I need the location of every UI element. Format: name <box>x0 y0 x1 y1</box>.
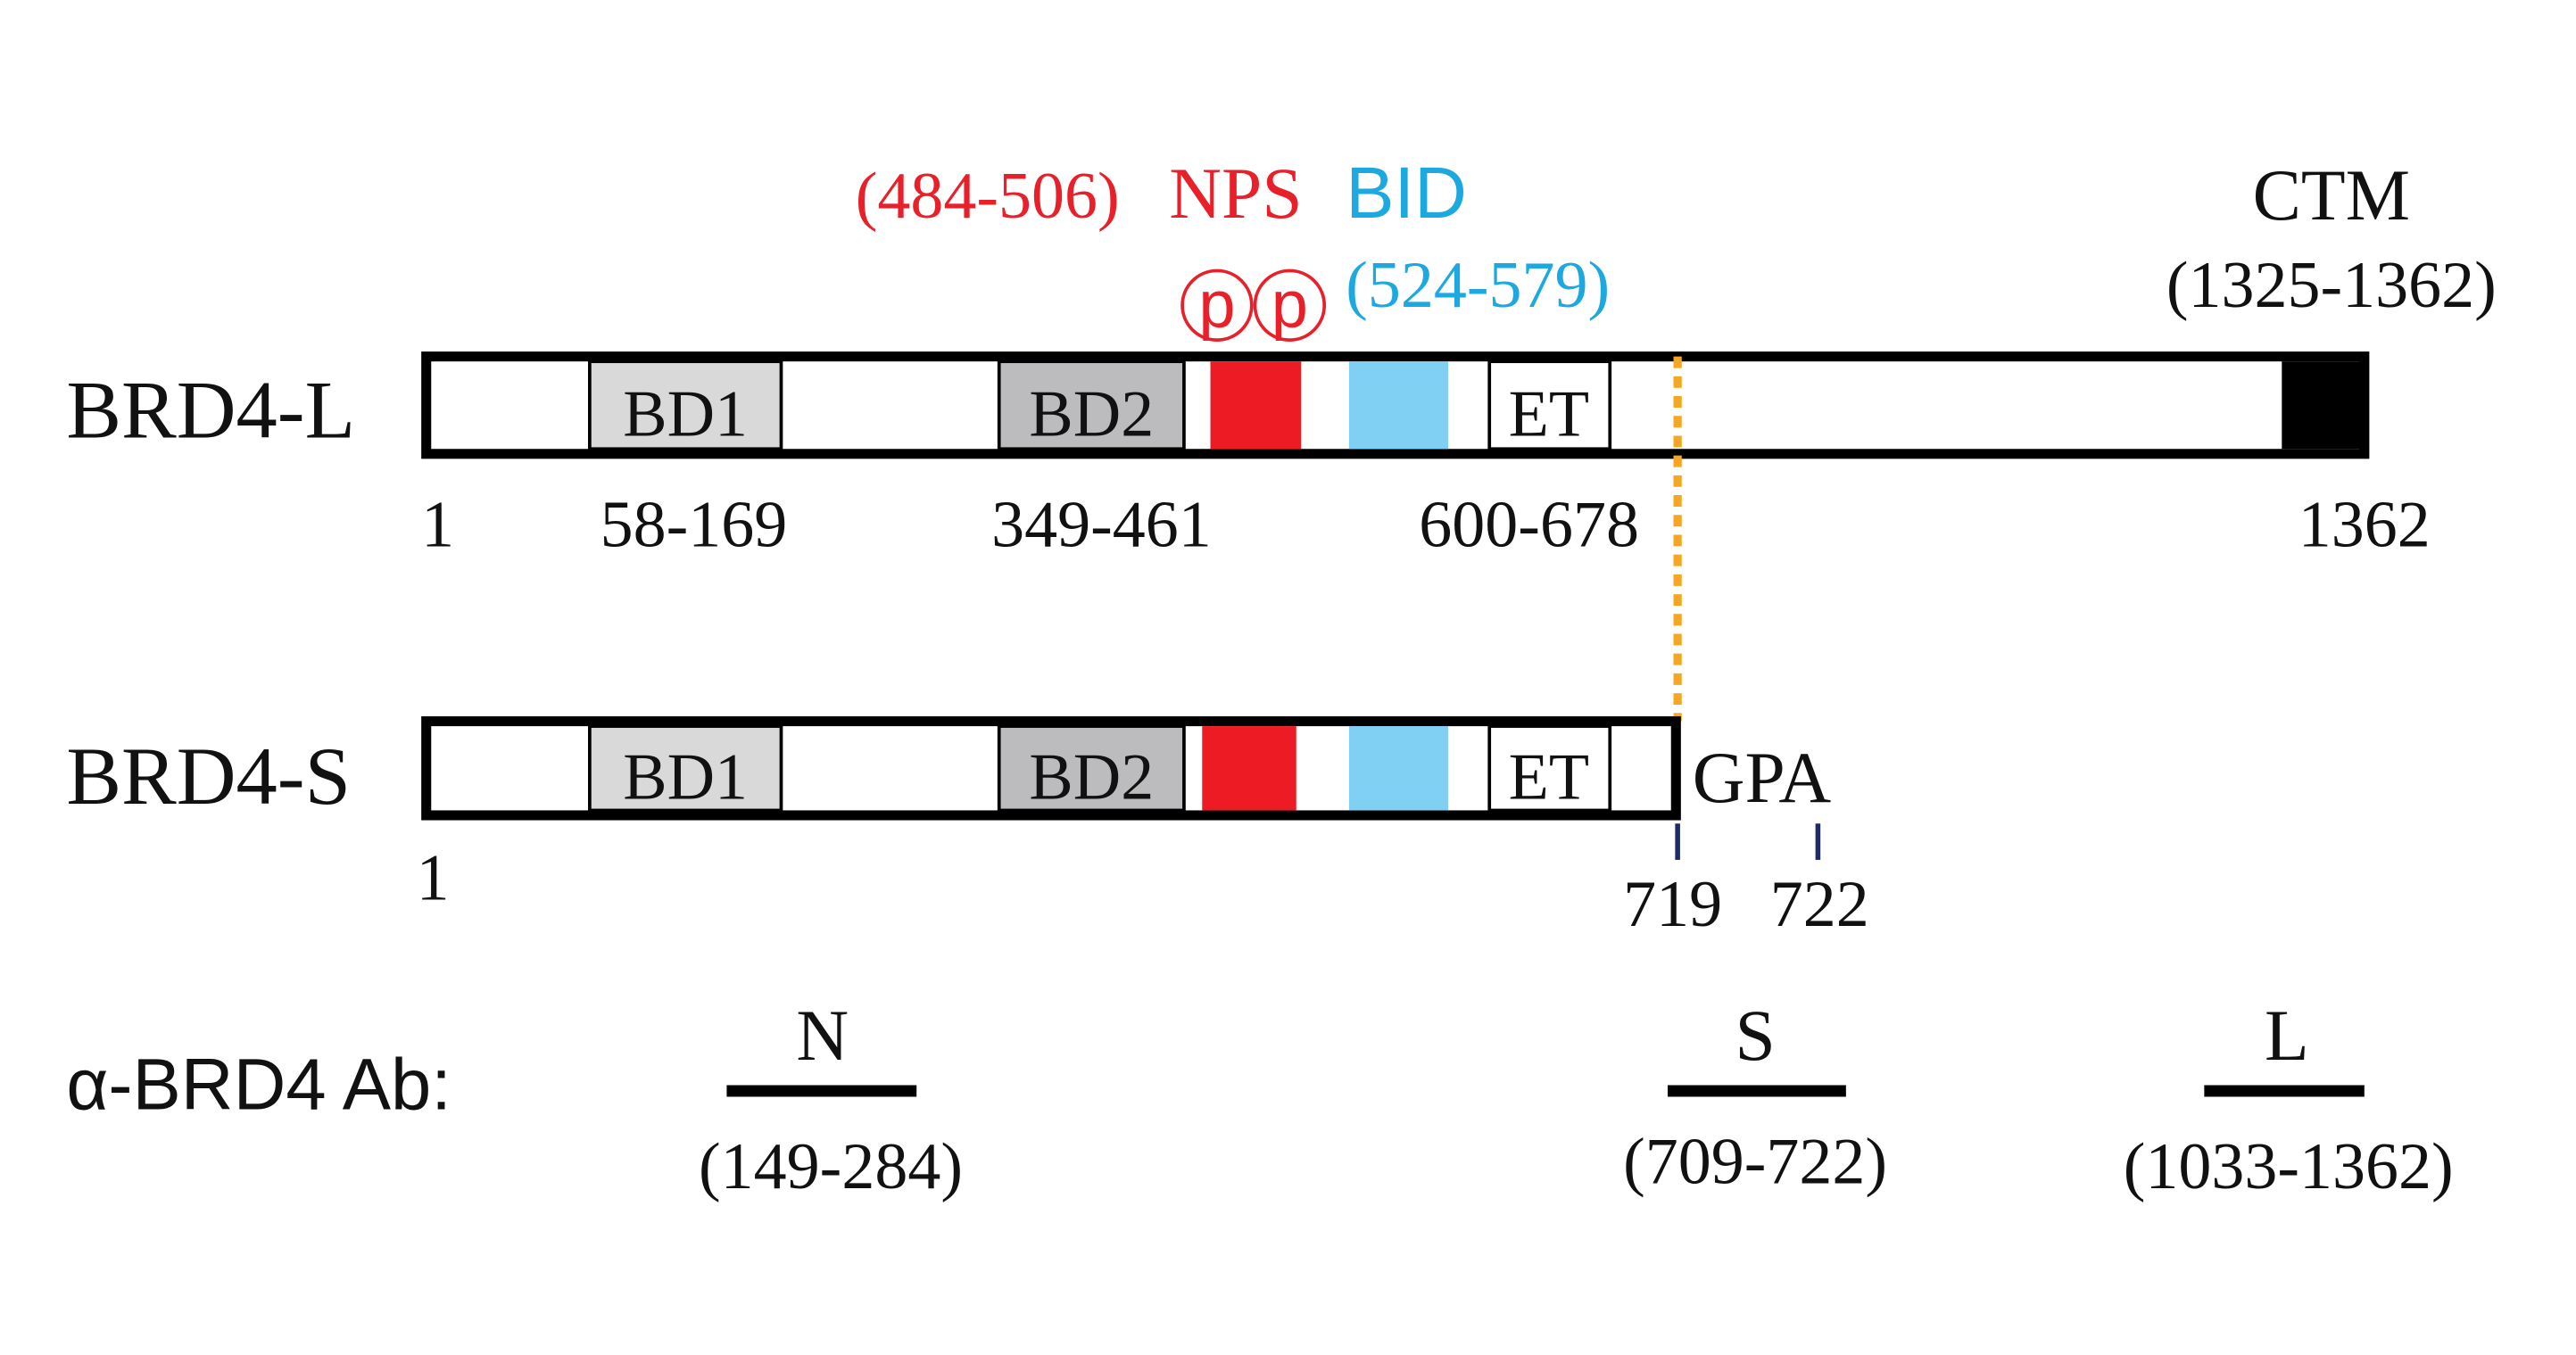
nps-label: NPS <box>1169 153 1302 234</box>
nps-region <box>1202 726 1296 811</box>
domain-label: BD2 <box>1029 740 1154 814</box>
position-label: 1 <box>421 488 454 561</box>
phospho-label: p <box>1271 267 1308 341</box>
antibody-name: S <box>1735 995 1775 1076</box>
ctm-label: CTM <box>2253 154 2410 235</box>
tail-label: GPA <box>1693 737 1832 818</box>
domain-box <box>1487 359 1612 451</box>
nps-region <box>1210 361 1302 450</box>
position-label: 58-169 <box>601 488 788 561</box>
phospho-circle <box>1253 269 1327 342</box>
domain-label: BD2 <box>1029 377 1154 450</box>
bid-region <box>1348 726 1448 811</box>
domain-label: BD1 <box>623 377 748 450</box>
bid-range: (524-579) <box>1346 249 1610 322</box>
ctm-range: (1325-1362) <box>2166 249 2497 322</box>
bid-region <box>1348 361 1448 450</box>
antibody-label: α-BRD4 Ab: <box>66 1044 451 1125</box>
antibody-range: (709-722) <box>1623 1126 1887 1199</box>
domain-box <box>1487 724 1612 813</box>
domain-box <box>588 359 783 451</box>
domain-box <box>997 724 1186 813</box>
position-label: 600-678 <box>1419 488 1639 561</box>
antibody-range: (1033-1362) <box>2124 1130 2454 1203</box>
isoform-label: BRD4-L <box>66 365 355 456</box>
domain-box <box>588 724 783 813</box>
position-label: 349-461 <box>991 488 1212 561</box>
bid-label: BID <box>1346 153 1467 234</box>
antibody-name: N <box>796 995 849 1076</box>
position-label: 1362 <box>2299 488 2431 561</box>
domain-box <box>997 359 1186 451</box>
antibody-name: L <box>2265 995 2309 1076</box>
domain-label: ET <box>1509 377 1589 450</box>
phospho-label: p <box>1198 267 1235 341</box>
isoform-label: BRD4-S <box>66 731 351 822</box>
ctm-region <box>2282 361 2365 450</box>
position-label: 719 <box>1623 868 1722 941</box>
nps-range: (484-506) <box>856 160 1120 233</box>
domain-label: BD1 <box>623 740 748 814</box>
domain-label: ET <box>1509 740 1589 814</box>
antibody-range: (149-284) <box>699 1130 963 1203</box>
position-label: 1 <box>417 841 450 914</box>
phospho-circle <box>1180 269 1254 342</box>
position-label: 722 <box>1770 868 1869 941</box>
